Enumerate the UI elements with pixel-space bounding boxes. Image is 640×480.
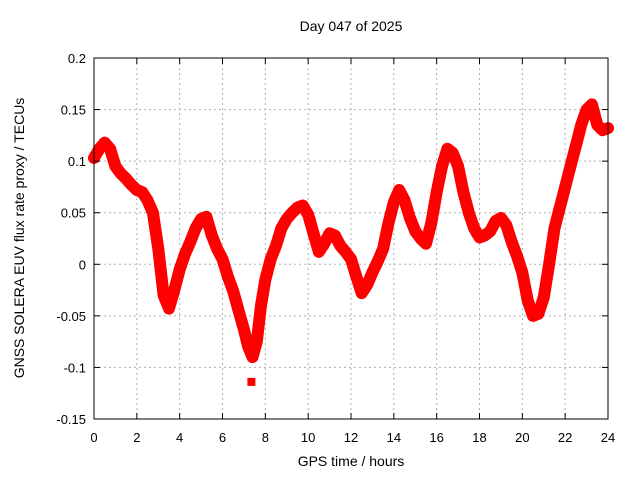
- outlier-point: [247, 377, 256, 386]
- grid-lines: [94, 58, 608, 419]
- x-tick-label: 12: [344, 430, 358, 445]
- chart-title: Day 047 of 2025: [300, 18, 403, 34]
- x-tick-label: 16: [429, 430, 443, 445]
- y-tick-label: -0.15: [56, 412, 86, 427]
- x-tick-label: 18: [472, 430, 486, 445]
- y-tick-label: 0.2: [68, 51, 86, 66]
- x-tick-label: 6: [219, 430, 226, 445]
- y-tick-label: -0.05: [56, 309, 86, 324]
- plot-area-border: [93, 57, 609, 420]
- y-tick-label: 0.05: [61, 206, 86, 221]
- tick-labels: 0 2 4 6 8 10 12 14 16 18 20 22 24-0.15-0.1-0.0500.05…: [56, 51, 615, 445]
- x-tick-label: 10: [301, 430, 315, 445]
- series-line: [88, 98, 614, 364]
- y-tick-label: 0.1: [68, 154, 86, 169]
- x-tick-label: 14: [387, 430, 401, 445]
- x-tick-label: 24: [601, 430, 615, 445]
- y-tick-label: 0: [79, 257, 86, 272]
- y-tick-label: -0.1: [64, 360, 86, 375]
- x-tick-label: 0: [90, 430, 97, 445]
- x-tick-label: 4: [176, 430, 183, 445]
- y-axis-label: GNSS SOLERA EUV flux rate proxy / TECUs: [11, 98, 27, 379]
- x-tick-label: 22: [558, 430, 572, 445]
- data-series: [88, 98, 614, 386]
- x-tick-label: 2: [133, 430, 140, 445]
- y-tick-label: 0.15: [61, 103, 86, 118]
- x-axis-label: GPS time / hours: [298, 453, 405, 469]
- x-tick-label: 20: [515, 430, 529, 445]
- x-tick-label: 8: [262, 430, 269, 445]
